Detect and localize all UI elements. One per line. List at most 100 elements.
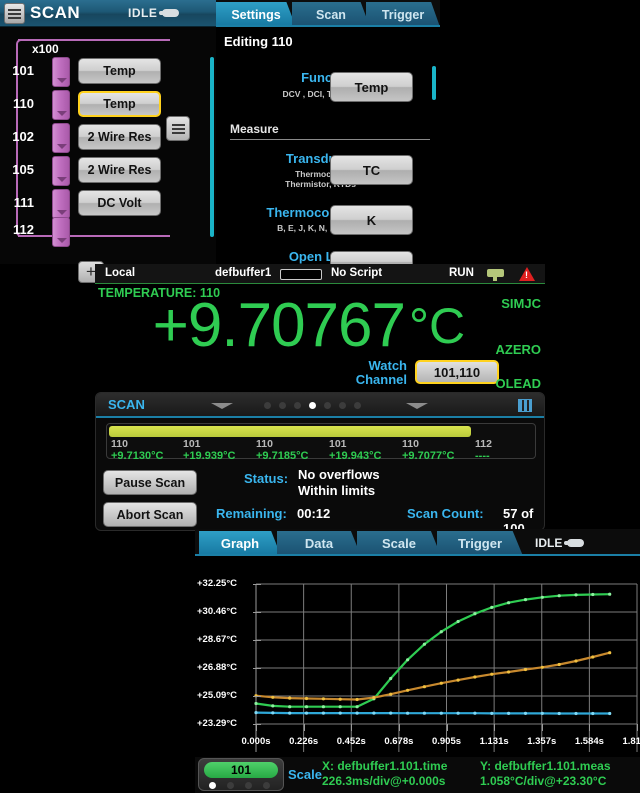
graph-status-label: IDLE — [535, 536, 563, 550]
watch-channel-label-line1: Watch — [368, 358, 407, 373]
scan-progress-bar — [109, 426, 472, 437]
function-button-selected[interactable]: Temp — [78, 91, 161, 117]
buffer-fill-bar — [280, 269, 322, 280]
channel-number: 111 — [13, 195, 34, 210]
chevron-down-icon-right[interactable] — [406, 403, 428, 409]
page-dot-active[interactable] — [309, 402, 316, 409]
tab-scale[interactable]: Scale — [357, 531, 441, 556]
tab-trigger[interactable]: Trigger — [437, 531, 523, 556]
channel-number: 102 — [12, 129, 34, 144]
local-indicator[interactable]: Local — [105, 267, 136, 279]
page-dot[interactable] — [279, 402, 286, 409]
graph-channel-value[interactable]: 101 — [204, 762, 278, 778]
graph-channel-dot-active[interactable] — [209, 782, 216, 789]
scan-reading-channel: 110 — [111, 438, 128, 450]
scan-reading: 110 +9.7077°C — [402, 439, 454, 463]
y-axis-tick-mark — [253, 724, 261, 725]
warning-triangle-icon[interactable] — [519, 267, 535, 281]
page-dot[interactable] — [324, 402, 331, 409]
grid-icon[interactable] — [518, 399, 532, 412]
indicator-olead: OLEAD — [495, 376, 542, 391]
relay-icon[interactable] — [52, 217, 70, 247]
page-dot[interactable] — [264, 402, 271, 409]
x-scale-div: 226.3ms/div@+0.000s — [322, 774, 446, 788]
plot-svg — [254, 583, 638, 752]
row-menu-icon[interactable] — [166, 116, 190, 141]
page-dot[interactable] — [354, 402, 361, 409]
x-axis-tick-mark — [303, 724, 305, 731]
graph-channel-dot[interactable] — [227, 782, 234, 789]
y-axis-tick-mark — [253, 584, 261, 585]
indicator-simjc: SIMJC — [501, 296, 541, 311]
readout-panel: Local defbuffer1 No Script RUN TEMPERATU… — [95, 264, 545, 394]
idle-indicator-icon — [564, 539, 585, 547]
function-button[interactable]: Temp — [78, 58, 161, 84]
graph-channel-dot[interactable] — [263, 782, 270, 789]
graph-channel-dot[interactable] — [245, 782, 252, 789]
measure-section-rule — [230, 139, 430, 140]
tab-scan[interactable]: Scan — [292, 2, 370, 27]
graph-channel-dots[interactable] — [209, 782, 270, 789]
chevron-down-icon-left[interactable] — [211, 403, 233, 409]
relay-icon[interactable] — [52, 123, 70, 153]
scan-progress-title: SCAN — [108, 397, 145, 412]
tab-graph[interactable]: Graph — [199, 531, 281, 556]
script-indicator[interactable]: No Script — [331, 267, 383, 279]
plot-area[interactable]: +32.25°C +30.46°C +28.67°C +26.88°C +25.09°C… — [195, 558, 640, 763]
y-axis-tick-label: +28.67°C — [197, 634, 237, 645]
page-dot[interactable] — [339, 402, 346, 409]
scan-reading: 101 +19.943°C — [329, 439, 382, 463]
y-scale-div: 1.058°C/div@+23.30°C — [480, 774, 607, 788]
watch-channel-label-line2: Channel — [355, 372, 407, 387]
watch-channel-button[interactable]: 101,110 — [415, 360, 499, 384]
function-setting-button[interactable]: Temp — [330, 72, 413, 102]
scan-count-label: Scan Count: — [407, 506, 484, 521]
x-axis-tick-mark — [446, 724, 448, 731]
settings-tab-underline — [216, 25, 440, 27]
relay-icon[interactable] — [52, 57, 70, 87]
function-button[interactable]: 2 Wire Res — [78, 124, 161, 150]
x-axis-tick-mark — [541, 724, 543, 731]
page-dots[interactable] — [264, 402, 361, 409]
run-indicator: RUN — [449, 267, 474, 279]
x-axis-tick-mark — [589, 724, 591, 731]
y-axis-tick-label: +23.29°C — [197, 718, 237, 729]
readout-statusbar: Local defbuffer1 No Script RUN — [95, 264, 545, 284]
scan-reading-value: +9.7185°C — [256, 450, 309, 462]
thermocouple-setting-sub: B, E, J, K, N, R, S, T — [277, 223, 356, 233]
buffer-name[interactable]: defbuffer1 — [215, 267, 272, 279]
abort-scan-button[interactable]: Abort Scan — [103, 502, 197, 527]
x-axis-tick-label: 1.357s — [527, 736, 557, 747]
y-axis-tick-label: +25.09°C — [197, 690, 237, 701]
graph-channel-widget[interactable]: 101 — [198, 758, 284, 791]
transducer-setting-button[interactable]: TC — [330, 155, 413, 185]
scan-reading-channel: 110 — [256, 438, 273, 450]
hamburger-icon[interactable] — [4, 3, 25, 24]
relay-icon[interactable] — [52, 189, 70, 219]
y-axis-tick-label: +30.46°C — [197, 606, 237, 617]
relay-icon[interactable] — [52, 90, 70, 120]
function-button[interactable]: 2 Wire Res — [78, 157, 161, 183]
relay-icon[interactable] — [52, 156, 70, 186]
x-axis-tick-label: 0.905s — [431, 736, 462, 747]
tab-settings[interactable]: Settings — [216, 2, 296, 27]
tab-data[interactable]: Data — [277, 531, 361, 556]
scan-list-scrollbar[interactable] — [210, 57, 214, 237]
channel-number: 101 — [12, 63, 34, 78]
settings-scrollbar[interactable] — [432, 66, 436, 100]
watch-channel-label: Watch Channel — [327, 359, 407, 387]
readout-caption: TEMPERATURE: 110 — [98, 286, 221, 300]
status-line-2: Within limits — [298, 483, 376, 498]
function-button[interactable]: DC Volt — [78, 190, 161, 216]
page-dot[interactable] — [294, 402, 301, 409]
channel-chain-bottom — [18, 235, 170, 237]
thermocouple-setting-button[interactable]: K — [330, 205, 413, 235]
tab-trigger[interactable]: Trigger — [366, 2, 440, 27]
scan-reading: 110 +9.7185°C — [256, 438, 309, 463]
scan-list-title: SCAN — [30, 3, 81, 22]
y-axis-tick-mark — [253, 612, 261, 613]
pause-scan-button[interactable]: Pause Scan — [103, 470, 197, 495]
graph-status: IDLE — [535, 536, 585, 550]
scan-reading-value: +19.943°C — [329, 450, 382, 462]
